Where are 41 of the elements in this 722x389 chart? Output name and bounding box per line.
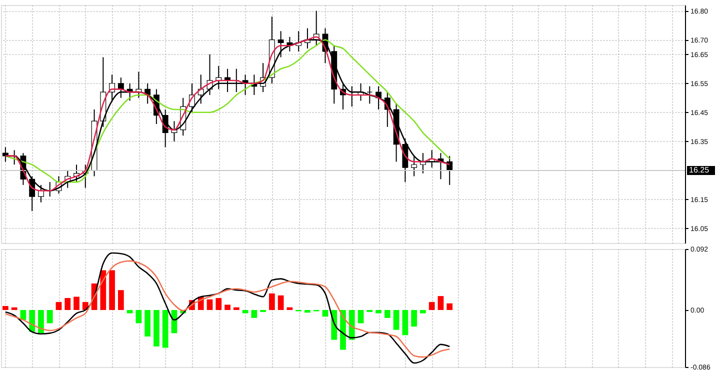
bar [376,310,382,314]
bar [340,310,346,350]
bar [384,310,390,318]
bar [126,310,133,314]
bar [411,310,417,327]
bar [269,293,275,310]
bar [11,307,18,310]
bar [46,310,53,324]
bar [322,310,328,317]
bar [64,298,71,310]
bar [224,304,230,310]
bar [358,310,364,324]
bar [56,302,62,310]
bar [420,310,426,314]
bar [278,295,284,310]
bar [109,270,115,310]
ref-line-label: 16.25 [689,165,710,174]
bar [118,290,124,310]
candlestick [2,146,8,162]
bar [144,310,151,337]
bar [402,310,408,336]
bar [38,310,44,334]
bar [428,302,435,310]
bar [438,296,444,310]
bar [154,310,160,346]
bar [242,310,248,314]
bar [233,307,240,310]
bar [216,298,222,310]
candlestick [366,86,373,104]
bar [100,270,106,310]
bar [251,310,258,318]
bar [2,306,8,310]
bar [162,310,168,348]
bar [393,310,400,330]
bar [446,303,453,310]
candlestick [411,155,418,177]
bar [74,296,80,310]
candlestick [118,77,124,98]
bar [206,299,213,310]
bar [136,310,142,324]
bar [304,310,310,313]
